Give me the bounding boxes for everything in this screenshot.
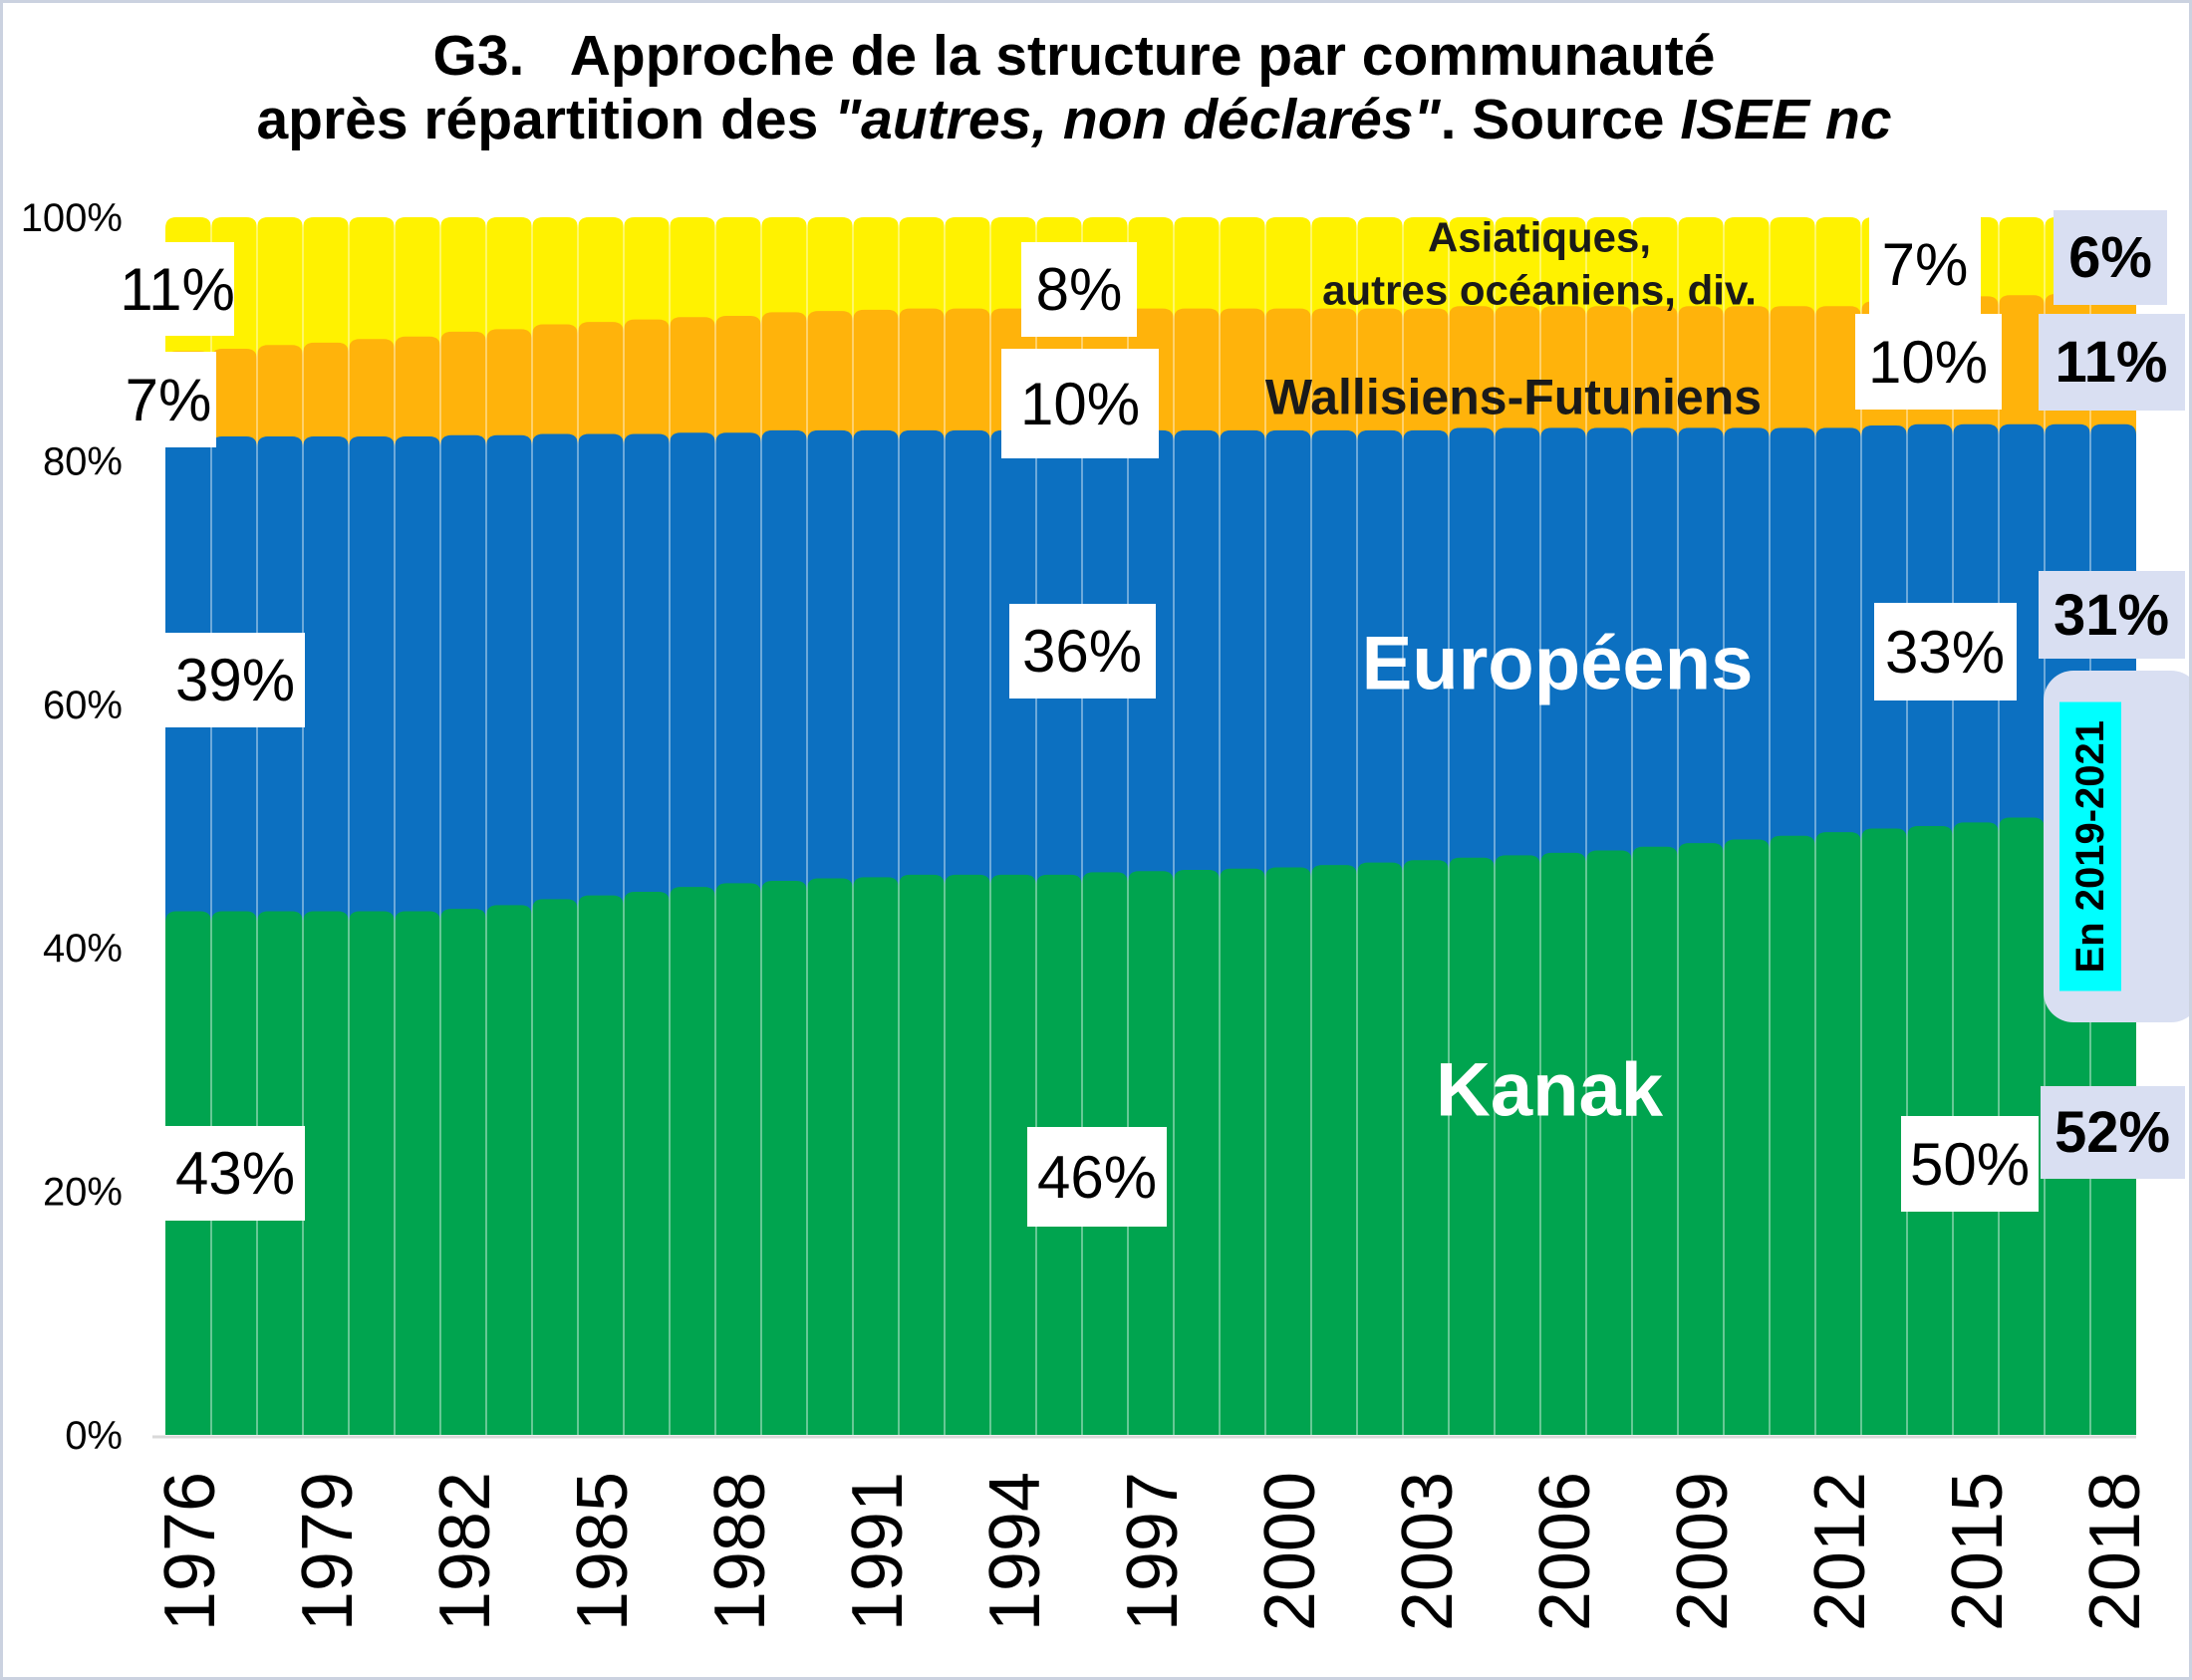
chart-title-line1: G3. Approche de la structure par communa… <box>432 24 1716 88</box>
bar-segment-kanak-2007 <box>1586 850 1632 1435</box>
value-kanak-2014: 50% <box>1901 1116 2039 1212</box>
bar-segment-kanak-1999 <box>1220 868 1265 1435</box>
period-annotation-box: En 2019-2021 <box>2044 671 2189 1022</box>
value-wallisiens-1996: 10% <box>1001 349 1159 458</box>
y-axis-label-0%: 0% <box>65 1414 123 1458</box>
title-line2-mid: . Source <box>1440 87 1681 151</box>
y-axis-label-100%: 100% <box>21 196 123 240</box>
bar-segment-kanak-2010 <box>1724 839 1770 1435</box>
x-axis-label-1976: 1976 <box>150 1472 230 1631</box>
bar-segment-kanak-2004 <box>1449 857 1495 1435</box>
bar-segment-kanak-1987 <box>670 887 715 1435</box>
x-axis-label-2009: 2009 <box>1663 1472 1743 1631</box>
bar-segment-kanak-1998 <box>1174 869 1220 1435</box>
bar-segment-kanak-2009 <box>1678 843 1724 1435</box>
x-axis-label-2003: 2003 <box>1388 1472 1468 1631</box>
title-line2-prefix: après répartition des <box>256 87 835 151</box>
x-axis-label-1997: 1997 <box>1113 1472 1193 1631</box>
period-annotation-text: En 2019-2021 <box>2059 701 2121 991</box>
bar-segment-kanak-1983 <box>486 905 532 1435</box>
series-label-kanak: Kanak <box>1435 1047 1664 1133</box>
bar-segment-kanak-1989 <box>761 880 807 1435</box>
bar-segment-kanak-1990 <box>807 878 853 1435</box>
bar-segment-kanak-2002 <box>1357 862 1403 1435</box>
x-axis-label-1994: 1994 <box>975 1472 1055 1631</box>
x-axis-label-1979: 1979 <box>288 1472 368 1631</box>
bar-segment-kanak-1985 <box>578 895 624 1435</box>
x-axis-label-1988: 1988 <box>700 1472 780 1631</box>
bar-segment-kanak-2011 <box>1770 835 1815 1435</box>
x-axis-label-1982: 1982 <box>425 1472 505 1631</box>
x-axis-label-2006: 2006 <box>1525 1472 1605 1631</box>
x-axis-label-1991: 1991 <box>838 1472 918 1631</box>
bar-segment-kanak-2005 <box>1495 855 1540 1435</box>
bar-segment-kanak-1988 <box>715 883 761 1435</box>
bar-segment-kanak-1980 <box>349 911 395 1435</box>
x-axis-label-2018: 2018 <box>2075 1472 2155 1631</box>
bar-segment-kanak-1993 <box>945 874 990 1435</box>
value-asiatiques-2014: 7% <box>1869 214 1981 314</box>
y-axis-label-40%: 40% <box>43 927 123 971</box>
chart-title-line2: après répartition des "autres, non décla… <box>3 87 2145 152</box>
value-asiatiques-2019-2021: 6% <box>2054 209 2167 305</box>
bar-segment-kanak-2013 <box>1861 828 1907 1435</box>
value-asiatiques-1996: 8% <box>1021 241 1137 337</box>
bar-segment-kanak-2001 <box>1311 865 1357 1435</box>
bar-segment-kanak-2008 <box>1632 846 1678 1435</box>
title-line2-source: ISEE nc <box>1680 87 1892 151</box>
value-wallisiens-1976: 7% <box>121 352 216 447</box>
bar-segment-kanak-2006 <box>1540 852 1586 1435</box>
series-label-asiatiques: Asiatiques, autres océaniens, div. <box>1322 213 1757 314</box>
series-label-europeens: Européens <box>1361 621 1754 706</box>
bar-segment-kanak-1984 <box>532 899 578 1435</box>
value-asiatiques-1976: 11% <box>120 242 235 336</box>
value-europeens-2019-2021: 31% <box>2038 571 2185 659</box>
bar-segment-kanak-1991 <box>853 877 899 1435</box>
bar-segment-kanak-1986 <box>624 891 670 1435</box>
title-line2-quoted: "autres, non déclarés" <box>834 87 1441 151</box>
value-kanak-1976: 43% <box>165 1125 305 1221</box>
value-europeens-1996: 36% <box>1008 603 1156 699</box>
x-axis-label-1985: 1985 <box>563 1472 643 1631</box>
bar-segment-kanak-2003 <box>1403 860 1449 1435</box>
x-axis-label-2015: 2015 <box>1938 1472 2018 1631</box>
value-kanak-1996: 46% <box>1027 1127 1167 1227</box>
y-axis-label-80%: 80% <box>43 439 123 483</box>
x-axis-label-2000: 2000 <box>1250 1472 1330 1631</box>
bar-segment-kanak-1979 <box>303 911 349 1435</box>
value-europeens-1976: 39% <box>165 632 305 727</box>
value-europeens-2014: 33% <box>1873 603 2017 700</box>
series-label-wallisiens: Wallisiens-Futuniens <box>1264 369 1763 425</box>
value-kanak-2019-2021: 52% <box>2040 1085 2185 1179</box>
value-wallisiens-2019-2021: 11% <box>2038 313 2185 411</box>
bar-segment-kanak-2000 <box>1265 867 1311 1435</box>
y-axis-label-60%: 60% <box>43 684 123 727</box>
y-axis-label-20%: 20% <box>43 1171 123 1215</box>
x-axis-label-2012: 2012 <box>1800 1472 1880 1631</box>
bar-segment-kanak-2012 <box>1815 832 1861 1435</box>
bar-segment-kanak-1982 <box>440 909 486 1435</box>
chart-title: G3. Approche de la structure par communa… <box>3 24 2145 152</box>
bar-segment-kanak-1992 <box>899 874 945 1435</box>
bar-segment-kanak-1994 <box>990 874 1036 1435</box>
value-wallisiens-2014: 10% <box>1854 314 2002 410</box>
bar-segment-kanak-1981 <box>395 911 440 1435</box>
